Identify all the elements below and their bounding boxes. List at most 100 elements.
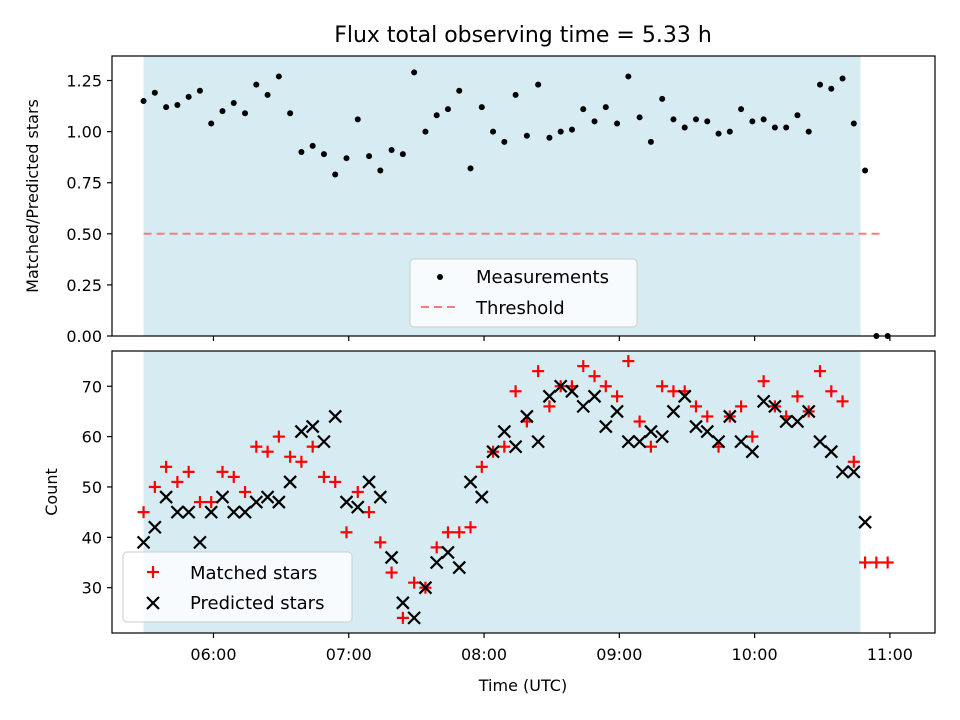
predicted-star-diag-b (362, 475, 376, 489)
matched-star-point (532, 365, 545, 378)
matched-star-point (317, 470, 330, 483)
predicted-star-point (520, 409, 534, 424)
predicted-star-point (238, 505, 252, 519)
predicted-star-diag-b (486, 444, 500, 459)
predicted-star-diag-b (644, 424, 658, 439)
measurement-point (591, 118, 598, 125)
matched-star-point (272, 430, 285, 443)
measurement-point (422, 128, 429, 135)
top-panel: 0.00 0.25 0.50 0.75 1.00 1.25 Matched/Predict… (23, 55, 936, 346)
matched-star-point (701, 410, 714, 423)
bottom-y-ticks: 30 40 50 60 70 (82, 377, 112, 598)
measurement-point (242, 110, 249, 117)
predicted-star-diag-b (215, 490, 230, 504)
predicted-star-diag-b (475, 490, 489, 504)
matched-star-point (374, 536, 387, 549)
chart-title: Flux total observing time = 5.33 h (334, 23, 712, 48)
predicted-star-diag-b (779, 414, 793, 429)
measurement-point (399, 151, 406, 158)
matched-star-point (464, 521, 477, 534)
matched-star-point (847, 455, 860, 468)
measurement-point (568, 126, 575, 133)
measurement-point (433, 112, 440, 119)
predicted-star-diag-b (283, 475, 297, 489)
predicted-star-point (226, 505, 241, 519)
predicted-star-diag-b (328, 409, 343, 424)
matched-star-point (791, 390, 804, 403)
matched-star-point (137, 506, 150, 519)
matched-star-point (193, 496, 206, 509)
measurement-point (343, 155, 350, 162)
measurement-point (704, 118, 711, 125)
measurement-point (692, 116, 699, 123)
predicted-star-point (249, 495, 264, 509)
predicted-star-point (621, 434, 636, 449)
predicted-star-diag-b (407, 611, 421, 625)
measurement-point (219, 108, 226, 115)
matched-star-point (363, 506, 376, 519)
measurement-point (839, 75, 846, 82)
measurement-point (850, 120, 857, 127)
predicted-star-diag-b (655, 429, 669, 444)
matched-star-point (543, 400, 556, 413)
predicted-star-diag-b (587, 389, 602, 404)
measurement-point (817, 81, 824, 88)
predicted-star-point (835, 465, 850, 479)
measurement-point (760, 116, 767, 123)
predicted-star-diag-b (294, 424, 309, 439)
matched-star-point (599, 380, 612, 393)
top-legend-box (409, 258, 638, 328)
matched-star-point (148, 480, 161, 493)
bottom-y-tick-label: 70 (82, 377, 102, 396)
predicted-star-diag-b (677, 389, 692, 404)
predicted-star-point (847, 465, 861, 479)
predicted-star-diag-b (610, 404, 624, 419)
measurement-point (478, 104, 485, 111)
matched-star-point (881, 556, 894, 569)
predicted-star-point (790, 414, 805, 429)
predicted-star-point (689, 419, 703, 434)
measurement-point (580, 106, 587, 113)
x-tick-label: 10:00 (732, 645, 778, 664)
predicted-star-diag-b (384, 550, 399, 565)
predicted-star-point (452, 560, 467, 575)
measurement-point (163, 104, 170, 111)
measurement-point (794, 112, 801, 119)
predicted-star-point (565, 384, 579, 399)
predicted-star-point (170, 505, 185, 519)
matched-star-point (836, 395, 849, 408)
predicted-star-point (531, 434, 545, 449)
predicted-star-diag-b (373, 490, 388, 504)
predicted-star-point (193, 535, 207, 550)
measurement-point (140, 97, 147, 104)
bottom-y-tick-label: 30 (82, 579, 102, 598)
predicted-star-diag-b (553, 379, 568, 394)
predicted-star-diag-b (159, 490, 173, 504)
predicted-star-point (779, 414, 793, 429)
measurement-point (490, 128, 497, 135)
legend-measurements-marker (437, 274, 443, 280)
bottom-panel: 30 40 50 60 70 06:00 07:00 08:00 09:00 10:00 11:0… (42, 350, 936, 695)
predicted-star-point (610, 404, 624, 419)
matched-star-point (329, 475, 342, 488)
measurement-point (377, 167, 384, 174)
predicted-star-point (260, 490, 275, 504)
matched-star-point (171, 475, 184, 488)
measurement-point (388, 147, 395, 154)
matched-star-point (588, 370, 601, 383)
predicted-star-point (497, 424, 512, 439)
predicted-star-diag-b (148, 520, 162, 535)
matched-star-point (250, 440, 263, 453)
predicted-star-diag-b (531, 434, 545, 449)
predicted-star-point (745, 444, 760, 459)
predicted-star-point (711, 434, 726, 449)
matched-star-point (239, 486, 252, 498)
x-axis-label: Time (UTC) (478, 676, 567, 695)
matched-star-point (160, 460, 173, 473)
top-y-tick-label: 0.00 (66, 327, 102, 346)
measurement-point (309, 142, 316, 149)
measurement-point (738, 106, 745, 113)
matched-star-point (216, 465, 229, 478)
measurement-point (354, 116, 361, 123)
measurement-point (647, 138, 654, 145)
